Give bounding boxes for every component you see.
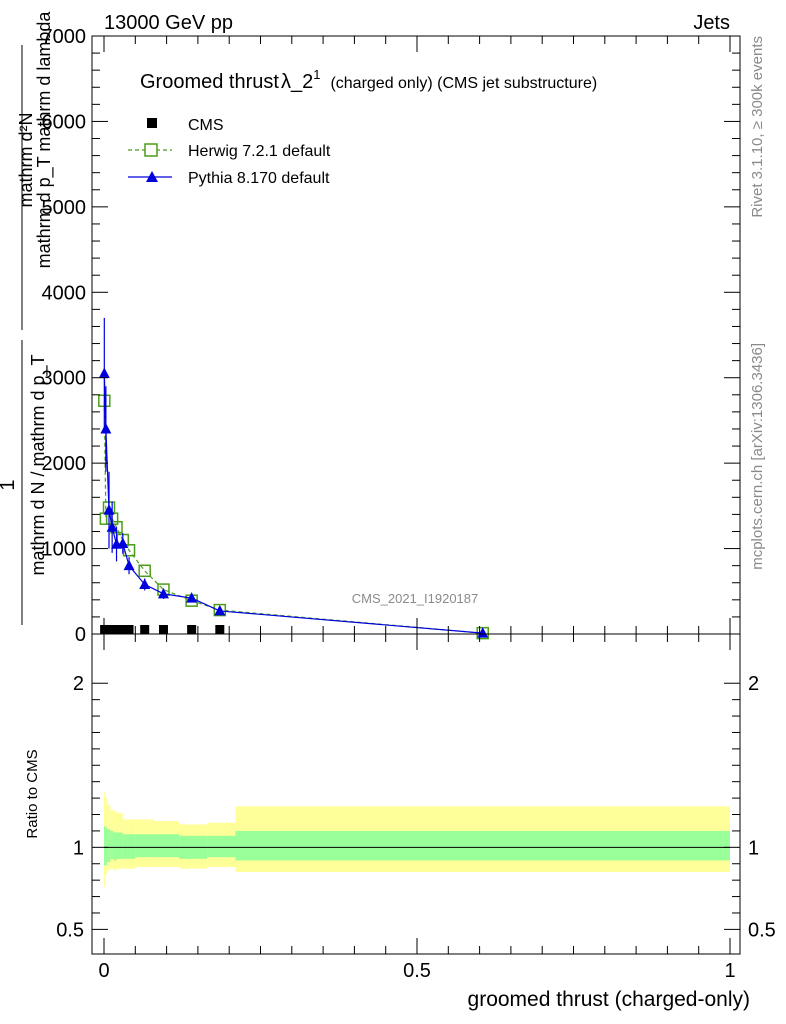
ratio-green-band-bin bbox=[135, 834, 155, 858]
watermark: CMS_2021_I1920187 bbox=[352, 591, 479, 606]
ratio-green-band-bin bbox=[110, 830, 114, 859]
ratio-xlabel: groomed thrust (charged-only) bbox=[468, 988, 750, 1011]
legend: CMS Herwig 7.2.1 default Pythia 8.170 de… bbox=[128, 117, 331, 187]
ratio-ylabel: Ratio to CMS bbox=[24, 749, 41, 838]
pythia-data-point bbox=[106, 521, 118, 532]
legend-cms-label: CMS bbox=[188, 117, 224, 134]
ratio-xtick-label: 0.5 bbox=[403, 960, 431, 982]
pythia-data-point bbox=[117, 537, 129, 548]
main-ytick-label: 0 bbox=[75, 624, 86, 646]
title-superscript: 1 bbox=[313, 67, 320, 82]
ratio-ytick-label: 2 bbox=[73, 673, 84, 695]
pythia-data-point bbox=[139, 578, 151, 589]
pythia-data-point bbox=[103, 504, 115, 515]
pythia-data-point bbox=[214, 604, 226, 616]
main-ytick-label: 1000 bbox=[42, 539, 87, 561]
main-ytick-label: 6000 bbox=[42, 111, 87, 133]
ratio-green-band-bin bbox=[235, 830, 730, 861]
main-ytick-label: 4000 bbox=[42, 282, 87, 304]
herwig-data-point bbox=[122, 544, 136, 557]
cms-data-point bbox=[140, 625, 150, 634]
main-ytick-label: 2000 bbox=[42, 453, 87, 475]
title-main: Groomed thrust bbox=[140, 71, 279, 93]
ratio-panel: 0.5 0.5 1 1 2 2 0 0.5 1 Ratio to CMS groomed thr… bbox=[24, 633, 776, 1011]
title-rest: (charged only) (CMS jet substructure) bbox=[330, 75, 597, 92]
header-left: 13000 GeV pp bbox=[104, 12, 233, 34]
title-lambda: λ_2 bbox=[281, 71, 313, 93]
pythia-data-point bbox=[98, 367, 110, 378]
ratio-green-band-bin bbox=[105, 827, 108, 866]
ratio-ytick-label-right: 0.5 bbox=[748, 919, 776, 941]
rivet-text: Rivet 3.1.10, ≥ 300k events bbox=[749, 36, 766, 218]
legend-pythia-marker bbox=[146, 171, 158, 182]
herwig-data-point bbox=[138, 564, 151, 578]
ratio-ytick-label-right: 2 bbox=[748, 673, 759, 695]
ylabel-denominator: mathrm d N / mathrm d p_T bbox=[28, 354, 49, 575]
ratio-frame bbox=[91, 633, 741, 955]
main-ylabel: 1 mathrm d²N mathrm d p_T mathrm d lambd… bbox=[0, 11, 55, 625]
ratio-green-band-bin bbox=[154, 834, 180, 858]
main-ytick-label: 7000 bbox=[42, 26, 87, 48]
pythia-data-point bbox=[100, 422, 112, 434]
ratio-xtick-label: 1 bbox=[724, 960, 735, 982]
header-right: Jets bbox=[693, 12, 730, 34]
ylabel-numerator: mathrm d²N bbox=[16, 112, 36, 207]
pythia-data-point bbox=[123, 559, 135, 571]
mcplots-text: mcplots.cern.ch [arXiv:1306.3436] bbox=[749, 343, 766, 570]
cms-data-point bbox=[158, 625, 168, 634]
ratio-green-band-bin bbox=[107, 829, 111, 863]
cms-data-point bbox=[215, 625, 225, 634]
ratio-green-band-bin bbox=[116, 832, 123, 859]
legend-cms-marker bbox=[147, 118, 157, 128]
ylabel-numerator-sub: mathrm d p_T mathrm d lambda bbox=[34, 11, 55, 269]
plot-title: Groomed thrust λ_21 (charged only) (CMS je… bbox=[140, 67, 597, 93]
ratio-ytick-label: 1 bbox=[73, 837, 84, 859]
legend-pythia-label: Pythia 8.170 default bbox=[188, 170, 330, 187]
legend-herwig-label: Herwig 7.2.1 default bbox=[188, 143, 331, 160]
legend-herwig-marker bbox=[144, 143, 158, 157]
ratio-green-band-bin bbox=[104, 826, 106, 866]
ratio-ytick-label-right: 1 bbox=[748, 837, 759, 859]
ylabel-one: 1 bbox=[0, 479, 19, 490]
cms-data-point bbox=[187, 625, 197, 634]
ratio-green-band-bin bbox=[207, 835, 236, 858]
ratio-green-band-bin bbox=[113, 832, 117, 861]
ratio-green-band-bin bbox=[122, 834, 136, 859]
main-ytick-label: 5000 bbox=[42, 197, 87, 219]
cms-data-point bbox=[118, 625, 128, 634]
herwig-data-point bbox=[213, 603, 227, 617]
cms-data-point bbox=[112, 625, 122, 634]
pythia-data-point bbox=[157, 587, 169, 599]
main-ytick-label: 3000 bbox=[42, 368, 87, 390]
pythia-data-point bbox=[186, 592, 198, 603]
ratio-ytick-label: 0.5 bbox=[56, 919, 84, 941]
ratio-xtick-label: 0 bbox=[98, 960, 109, 982]
cms-data-point bbox=[124, 625, 134, 634]
main-panel: 0 1000 2000 3000 4000 5000 6000 7000 Groomed th… bbox=[0, 11, 741, 646]
